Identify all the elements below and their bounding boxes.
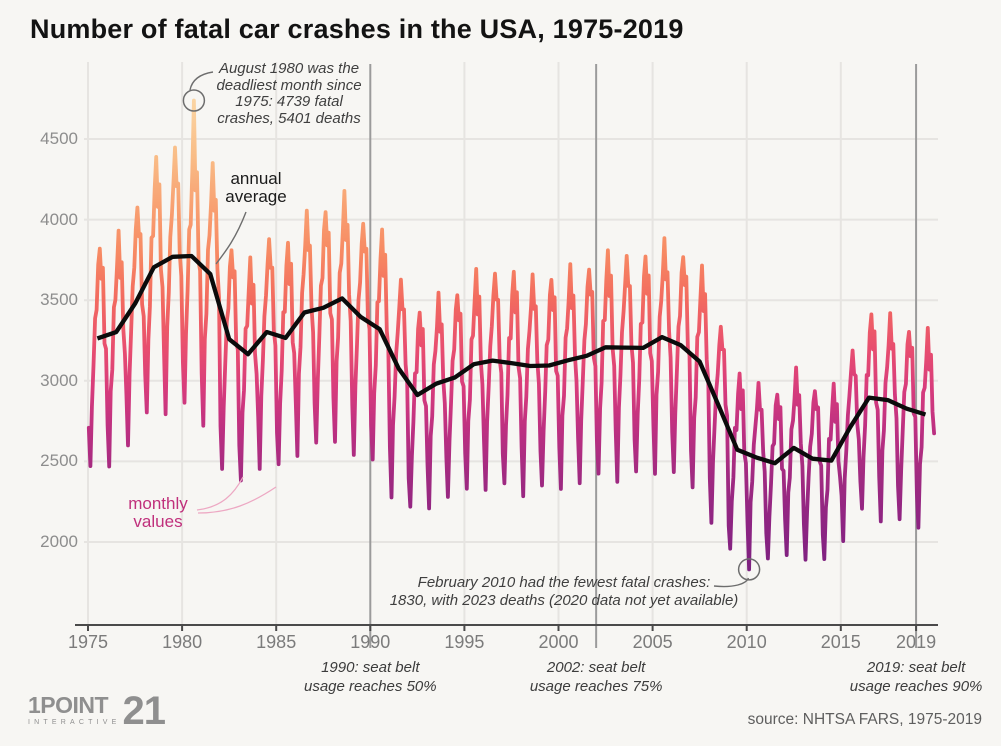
annotation-line: 1975: 4739 fatal [235, 93, 343, 110]
x-tick-label: 2005 [632, 632, 673, 652]
y-tick-label: 4500 [40, 129, 78, 148]
annotation-line: usage reaches 90% [849, 677, 983, 695]
annotation-line: crashes, 5401 deaths [217, 109, 361, 127]
annual-average-line [96, 253, 927, 466]
august-1980-leader-line [189, 71, 214, 91]
x-tick-label: 1985 [256, 632, 297, 652]
y-tick-label: 2500 [40, 451, 78, 471]
monthly-values-leader-line [197, 486, 277, 514]
source-note: source: NHTSA FARS, 1975-2019 [747, 711, 982, 728]
brand-subtitle: INTERACTIVE [28, 719, 121, 726]
annotation-august-1980: August 1980 was the deadliest month sinc… [199, 60, 379, 127]
x-tick-label: 2010 [726, 632, 767, 652]
annotation-line: usage reaches 50% [304, 677, 437, 695]
august-1980-marker-circle [182, 89, 206, 112]
x-tick-label: 1980 [162, 632, 203, 652]
annotation-seatbelt-2019: 2019: seat belt usage reaches 90% [831, 659, 1001, 696]
x-tick-label: 1995 [444, 632, 485, 652]
page-title: Number of fatal car crashes in the USA, … [30, 14, 684, 44]
brand-logo: 1POINT INTERACTIVE 21 [28, 689, 166, 733]
x-tick-label: 2000 [538, 632, 579, 652]
annotation-seatbelt-2002: 2002: seat belt usage reaches 75% [511, 659, 681, 696]
x-tick-label: 2015 [820, 632, 861, 652]
y-tick-label: 3500 [40, 290, 78, 310]
brand-logo-left: 1POINT INTERACTIVE [28, 692, 121, 727]
annotation-line: 2002: seat belt [546, 659, 646, 676]
brand-number: 21 [122, 689, 165, 733]
february-2010-leader-line [713, 577, 750, 588]
annual-average-series-label: annual average [186, 170, 326, 205]
label-line: annual [230, 169, 282, 188]
annotation-line: 1990: seat belt [321, 659, 420, 676]
monthly-values-leader-line [196, 476, 244, 511]
annotation-line: February 2010 had the fewest fatal crash… [417, 574, 711, 591]
x-tick-label: 2019 [896, 632, 937, 652]
annual-average-leader-line [215, 211, 247, 265]
annotation-line: 2019: seat belt [866, 659, 966, 676]
label-line: monthly [128, 494, 188, 513]
annotation-february-2010: February 2010 had the fewest fatal crash… [364, 574, 764, 610]
label-line: average [225, 186, 287, 206]
annotation-line: deadliest month since [216, 76, 362, 94]
annotation-seatbelt-1990: 1990: seat belt usage reaches 50% [285, 659, 455, 696]
label-line: values [133, 511, 183, 531]
x-tick-label: 1990 [350, 632, 391, 652]
monthly-values-line [86, 98, 936, 572]
february-2010-marker-circle [737, 558, 761, 581]
annotation-line: 1830, with 2023 deaths (2020 data not ye… [389, 592, 739, 609]
y-tick-label: 4000 [40, 209, 78, 229]
y-tick-label: 3000 [40, 370, 78, 390]
annotation-line: usage reaches 75% [529, 677, 663, 695]
monthly-values-series-label: monthly values [93, 495, 223, 530]
y-tick-label: 2000 [40, 532, 78, 551]
x-tick-label: 1975 [67, 632, 109, 652]
annotation-line: August 1980 was the [218, 60, 360, 77]
brand-name: 1POINT [28, 692, 109, 718]
